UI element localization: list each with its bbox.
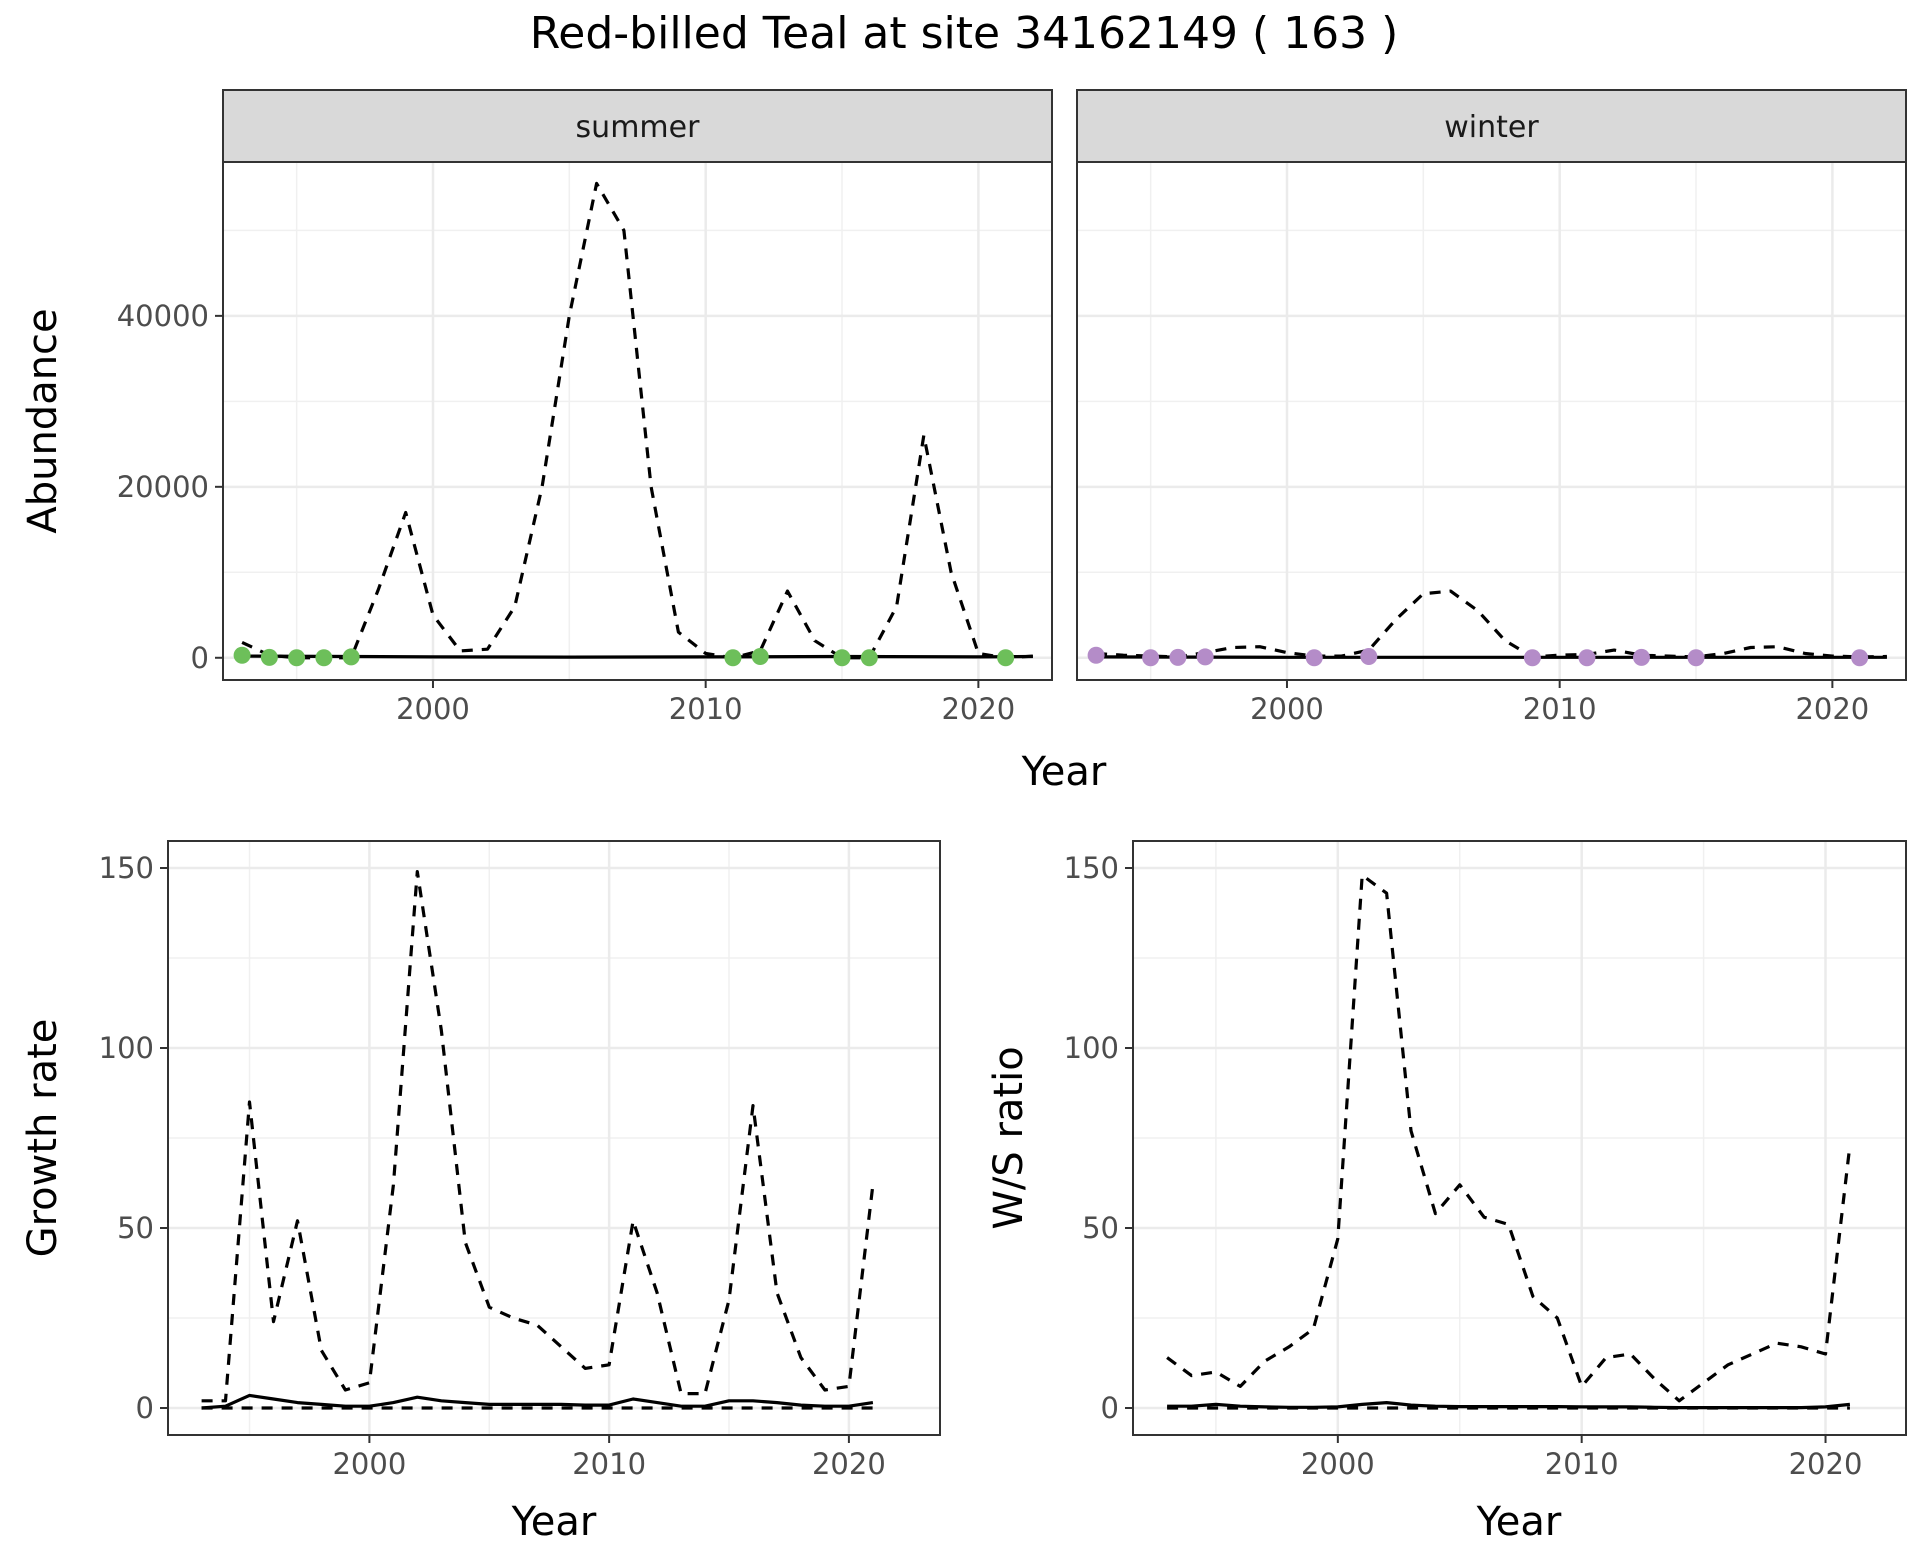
data-point	[1578, 649, 1595, 666]
winter-strip-label: winter	[1444, 110, 1539, 145]
data-point	[234, 647, 251, 664]
x-tick-label: 2000	[332, 1447, 406, 1481]
abundance-winter-panel: winter 2000 2010 2020	[1077, 90, 1906, 726]
y-tick-label: 100	[99, 1031, 154, 1065]
x-tick-label: 2010	[1523, 692, 1597, 726]
data-point	[343, 648, 360, 665]
summer-strip-label: summer	[576, 110, 701, 145]
growth-y-axis-title: Growth rate	[20, 1019, 66, 1258]
abundance-y-axis-title: Abundance	[20, 308, 66, 533]
data-point	[752, 648, 769, 665]
growth-rate-panel: 2000 2010 2020 0 50 100 150	[99, 841, 940, 1481]
y-tick-label: 150	[1064, 851, 1119, 885]
x-tick-label: 2020	[1789, 1447, 1863, 1481]
data-point	[834, 649, 851, 666]
data-point	[1197, 648, 1214, 665]
data-point	[997, 649, 1014, 666]
x-tick-label: 2000	[396, 692, 470, 726]
y-tick-label: 150	[99, 851, 154, 885]
data-point	[261, 649, 278, 666]
y-tick-label: 0	[191, 641, 209, 675]
x-tick-label: 2020	[1795, 692, 1869, 726]
abundance-x-axis-title: Year	[1021, 749, 1107, 795]
data-point	[288, 649, 305, 666]
data-point	[1633, 649, 1650, 666]
plot-background	[223, 162, 1052, 680]
ws-x-axis-title: Year	[1476, 1499, 1562, 1545]
x-tick-label: 2010	[1545, 1447, 1619, 1481]
data-point	[1851, 649, 1868, 666]
x-tick-label: 2000	[1301, 1447, 1375, 1481]
plot-background	[1077, 162, 1906, 680]
y-tick-label: 0	[1101, 1391, 1119, 1425]
data-point	[1524, 649, 1541, 666]
y-tick-label: 50	[1082, 1211, 1119, 1245]
x-tick-label: 2020	[941, 692, 1015, 726]
data-point	[1306, 649, 1323, 666]
data-point	[315, 649, 332, 666]
data-point	[1088, 647, 1105, 664]
y-tick-label: 0	[136, 1391, 154, 1425]
x-tick-label: 2010	[669, 692, 743, 726]
y-tick-label: 100	[1064, 1031, 1119, 1065]
ws-y-axis-title: W/S ratio	[986, 1046, 1032, 1229]
y-tick-label: 50	[117, 1211, 154, 1245]
growth-x-axis-title: Year	[511, 1499, 597, 1545]
y-tick-label: 20000	[117, 470, 209, 504]
chart-title: Red-billed Teal at site 34162149 ( 163 )	[530, 8, 1399, 59]
ws-ratio-panel: 2000 2010 2020 0 50 100 150	[1064, 841, 1906, 1481]
data-point	[1169, 649, 1186, 666]
data-point	[1688, 649, 1705, 666]
data-point	[1142, 649, 1159, 666]
data-point	[861, 649, 878, 666]
x-tick-label: 2020	[812, 1447, 886, 1481]
x-tick-label: 2000	[1250, 692, 1324, 726]
y-tick-label: 40000	[117, 299, 209, 333]
series-line-solid	[242, 656, 1033, 657]
x-tick-label: 2010	[572, 1447, 646, 1481]
abundance-summer-panel: summer 2000 2010 2020 0 20000 40000	[117, 90, 1052, 726]
data-point	[1360, 648, 1377, 665]
data-point	[724, 649, 741, 666]
